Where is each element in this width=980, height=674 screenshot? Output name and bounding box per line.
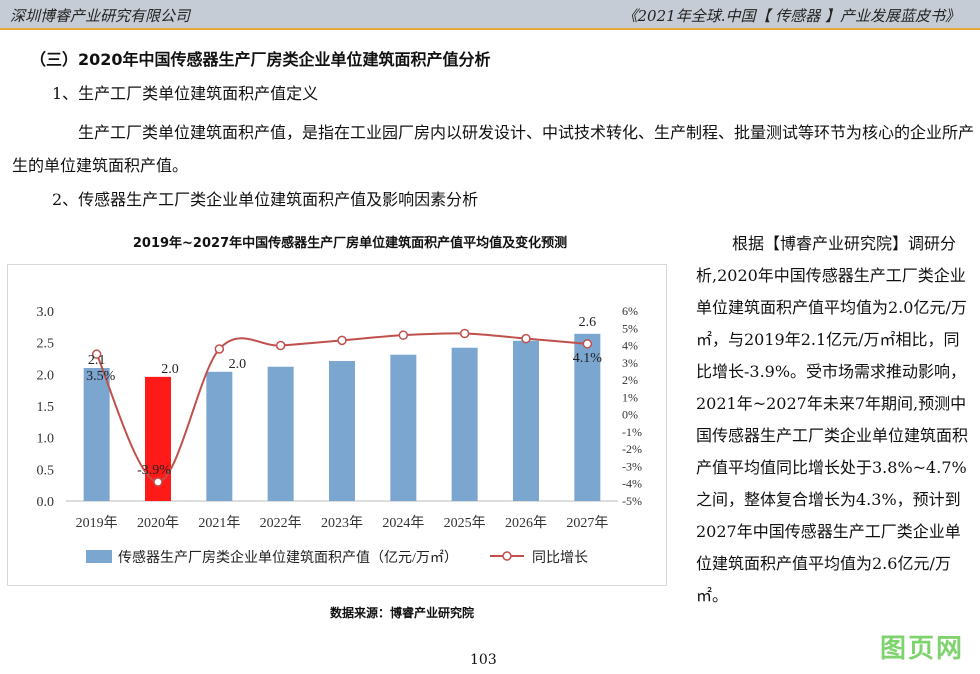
bar bbox=[574, 333, 601, 501]
data-source: 数据来源：博睿产业研究院 bbox=[330, 606, 475, 620]
growth-point bbox=[398, 330, 409, 340]
y-left-tick-label: 2.0 bbox=[37, 368, 55, 383]
chart-panel: 0.0 0.5 1.0 1.5 2.0 2.5 3.0 -5% -4% -3% -2% -1% 0% 1%… bbox=[7, 264, 667, 586]
x-tick-label: 2023年 bbox=[321, 515, 363, 531]
page-header: 深圳博睿产业研究有限公司 《2021年全球.中国【 传感器 】产业发展蓝皮书》 bbox=[0, 0, 980, 30]
subheading-definition: 1、生产工厂类单位建筑面积产值定义 bbox=[52, 84, 319, 103]
bar bbox=[83, 368, 110, 501]
section-title: （三）2020年中国传感器生产厂房类企业单位建筑面积产值分析 bbox=[30, 50, 491, 69]
bar bbox=[390, 354, 417, 501]
y-left-tick-label: 1.5 bbox=[37, 400, 55, 415]
data-label: 2.0 bbox=[161, 362, 179, 377]
x-tick-label: 2026年 bbox=[505, 515, 547, 531]
legend-line-label: 同比增长 bbox=[532, 550, 588, 566]
data-label: 2.0 bbox=[229, 357, 247, 372]
analysis-paragraph: 根据【博睿产业研究院】调研分析,2020年中国传感器生产工厂类企业单位建筑面积产… bbox=[696, 234, 969, 605]
legend-bar-label: 传感器生产厂房类企业单位建筑面积产值（亿元/万㎡） bbox=[118, 549, 458, 566]
y-left-tick-label: 0.0 bbox=[37, 495, 55, 510]
bar bbox=[451, 347, 478, 501]
watermark-logo: 图页网 bbox=[879, 634, 964, 664]
growth-point bbox=[153, 477, 163, 487]
growth-point bbox=[337, 335, 347, 346]
x-tick-label: 2024年 bbox=[382, 515, 424, 531]
y-right-tick-label: 2% bbox=[622, 373, 638, 387]
y-left-tick-label: 2.5 bbox=[37, 337, 55, 352]
x-tick-label: 2025年 bbox=[444, 515, 486, 531]
header-report-title: 《2021年全球.中国【 传感器 】产业发展蓝皮书》 bbox=[622, 7, 960, 25]
bar bbox=[329, 361, 355, 501]
bar bbox=[267, 366, 294, 501]
x-tick-label: 2020年 bbox=[137, 515, 179, 531]
y-right-tick-label: 1% bbox=[622, 390, 638, 404]
data-label: 2.1 bbox=[88, 353, 106, 368]
growth-point bbox=[91, 349, 102, 359]
y-left-tick-label: 1.0 bbox=[37, 432, 55, 447]
bar bbox=[206, 371, 233, 501]
legend-bar-swatch bbox=[86, 550, 112, 563]
y-left-tick-label: 0.5 bbox=[37, 463, 55, 478]
x-tick-label: 2019年 bbox=[76, 515, 118, 531]
data-label: -3.9% bbox=[137, 463, 171, 478]
x-tick-label: 2021年 bbox=[198, 515, 240, 531]
combo-chart: 0.0 0.5 1.0 1.5 2.0 2.5 3.0 -5% -4% -3% -2% -1% 0% 1%… bbox=[37, 304, 643, 566]
y-right-tick-label: 0% bbox=[622, 408, 638, 422]
data-label: 2.6 bbox=[579, 315, 597, 330]
data-label: 4.1% bbox=[573, 351, 603, 366]
growth-point bbox=[582, 339, 593, 349]
page-number: 103 bbox=[470, 652, 497, 668]
y-right-tick-label: 6% bbox=[622, 304, 638, 318]
data-label: 3.5% bbox=[86, 369, 116, 384]
y-right-tick-label: 3% bbox=[622, 356, 638, 370]
y-right-tick-label: -4% bbox=[622, 477, 642, 491]
header-company: 深圳博睿产业研究有限公司 bbox=[10, 7, 191, 25]
bar bbox=[513, 340, 539, 501]
growth-point bbox=[275, 340, 286, 351]
y-right-tick-label: 5% bbox=[622, 321, 638, 335]
growth-point bbox=[214, 344, 225, 354]
y-right-tick-label: -1% bbox=[622, 425, 642, 439]
y-right-tick-label: -2% bbox=[622, 442, 642, 456]
chart-title: 2019年~2027年中国传感器生产厂房单位建筑面积产值平均值及变化预测 bbox=[132, 236, 568, 251]
y-left-tick-label: 3.0 bbox=[37, 305, 55, 320]
legend-line-marker bbox=[502, 551, 512, 561]
x-tick-label: 2027年 bbox=[566, 515, 608, 531]
x-tick-label: 2022年 bbox=[260, 515, 302, 531]
y-right-tick-label: -3% bbox=[622, 459, 642, 473]
definition-paragraph: 生产工厂类单位建筑面积产值，是指在工业园厂房内以研发设计、中试技术转化、生产制程… bbox=[12, 123, 975, 175]
y-right-tick-label: -5% bbox=[622, 494, 642, 508]
y-right-tick-label: 4% bbox=[622, 339, 638, 353]
subheading-analysis: 2、传感器生产工厂类企业单位建筑面积产值及影响因素分析 bbox=[52, 190, 479, 209]
growth-point bbox=[521, 333, 531, 344]
growth-point bbox=[459, 328, 470, 339]
